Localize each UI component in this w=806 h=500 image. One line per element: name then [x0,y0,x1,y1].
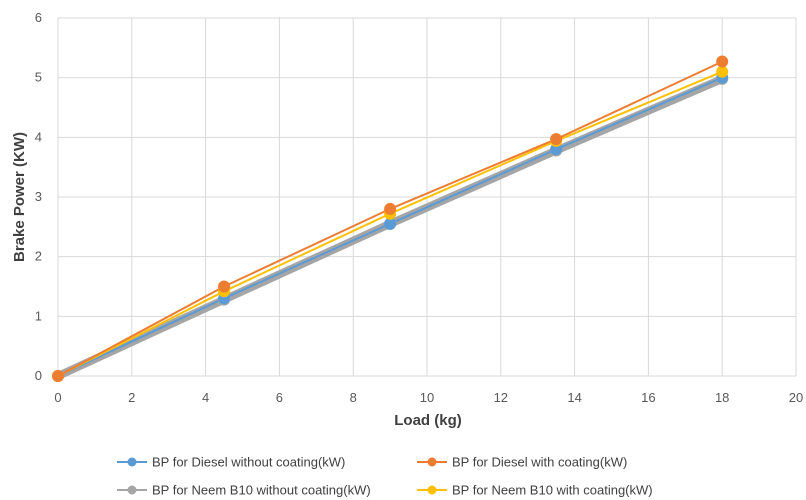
legend-label: BP for Diesel with coating(kW) [452,455,627,470]
x-axis-title: Load (kg) [394,412,462,429]
legend: BP for Diesel without coating(kW) BP for … [117,455,653,498]
y-tick-label: 6 [35,10,42,25]
x-tick-label: 10 [420,390,434,405]
x-axis-ticks: 0 2 4 6 8 10 12 14 16 18 20 [54,390,803,405]
data-point [550,143,563,156]
legend-marker [427,457,437,467]
legend-label: BP for Neem B10 without coating(kW) [152,483,371,498]
y-tick-label: 5 [35,70,42,85]
x-tick-label: 16 [641,390,655,405]
y-tick-label: 2 [35,249,42,264]
x-tick-label: 8 [350,390,357,405]
data-point [384,202,397,215]
gridlines [57,17,797,377]
data-point [384,217,397,230]
x-tick-label: 14 [567,390,581,405]
legend-marker [127,485,137,495]
legend-label: BP for Diesel without coating(kW) [152,455,345,470]
y-tick-label: 4 [35,129,42,144]
series-group [52,55,729,382]
legend-marker [127,457,137,467]
y-axis-ticks: 0 1 2 3 4 5 6 [35,10,42,383]
x-tick-label: 4 [202,390,209,405]
data-point [716,55,729,68]
data-point [550,133,563,146]
y-tick-label: 0 [35,368,42,383]
x-tick-label: 2 [128,390,135,405]
data-point [716,65,729,78]
legend-label: BP for Neem B10 with coating(kW) [452,483,653,498]
y-tick-label: 3 [35,189,42,204]
x-tick-label: 20 [789,390,803,405]
data-point [52,370,64,382]
legend-marker [427,485,437,495]
x-tick-label: 18 [715,390,729,405]
x-tick-label: 6 [276,390,283,405]
x-tick-label: 12 [494,390,508,405]
data-point [218,280,231,293]
x-tick-label: 0 [54,390,61,405]
y-axis-title: Brake Power (KW) [11,132,28,262]
y-tick-label: 1 [35,308,42,323]
